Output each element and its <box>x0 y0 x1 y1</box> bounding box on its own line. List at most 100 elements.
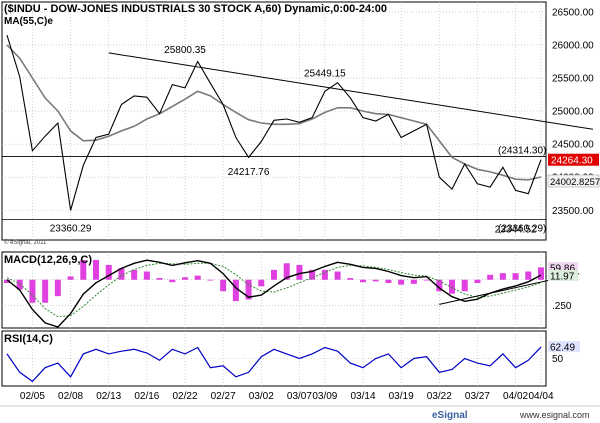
macd-histogram <box>4 260 544 303</box>
x-tick-label: 02/22 <box>172 391 197 402</box>
ma-legend: MA(55,C)e <box>4 16 53 27</box>
macd-histogram-bar <box>143 271 150 280</box>
x-tick-label: 03/09 <box>312 391 337 402</box>
macd-histogram-bar <box>29 279 36 303</box>
macd-signal-line <box>6 262 542 318</box>
macd-histogram-bar <box>296 264 303 280</box>
price-panel: (24314.30) (23360.29) 25800.35 25449.15 242… <box>1 1 600 246</box>
price-annotation: 24217.76 <box>228 167 270 178</box>
price-y-axis: 23500.0024000.0024500.0025000.0025500.00… <box>547 7 600 217</box>
x-tick-label: 02/05 <box>20 391 45 402</box>
price-level-label: (23360.29) <box>498 223 546 234</box>
macd-histogram-bar <box>461 279 468 292</box>
macd-histogram-bar <box>207 279 214 281</box>
x-axis: 02/05 02/08 02/13 02/16 02/22 02/27 03/02 03/07… <box>20 391 554 402</box>
macd-histogram-bar <box>360 279 366 283</box>
price-y-tick-label: 25500.00 <box>552 74 594 85</box>
price-y-tick-label: 26500.00 <box>552 7 594 18</box>
price-y-tick-label: 24500.00 <box>552 140 594 151</box>
rsi-value-box <box>548 341 580 353</box>
x-tick-label: 02/27 <box>211 391 236 402</box>
current-price-box <box>548 153 599 166</box>
x-tick-label: 03/02 <box>249 391 274 402</box>
copyright-text: © eSignal, 2011 <box>4 239 47 246</box>
macd-title: MACD(12,26,9,C) <box>4 254 92 266</box>
macd-histogram-bar <box>410 279 417 284</box>
esignal-logo: eSignal <box>432 410 468 421</box>
macd-histogram-bar <box>169 279 176 283</box>
macd-histogram-bar <box>423 279 430 281</box>
x-tick-label: 02/16 <box>134 391 159 402</box>
rsi-y-tick-label: 50 <box>552 354 564 365</box>
price-annotation: 23360.29 <box>50 223 92 234</box>
price-level-label: (24314.30) <box>498 145 546 156</box>
macd-histogram-bar <box>258 279 265 287</box>
macd-histogram-bar <box>220 279 227 292</box>
rsi-line <box>6 346 542 383</box>
macd-histogram-bar <box>4 279 10 284</box>
macd-histogram-bar <box>232 279 239 302</box>
macd-grid <box>2 252 546 328</box>
macd-histogram-bar <box>372 279 379 282</box>
ma-value-box <box>547 174 600 188</box>
macd-histogram-bar <box>512 273 519 280</box>
price-annotations: 25800.35 25449.15 24217.76 23360.29 23344.52 <box>50 45 537 235</box>
macd-histogram-bar <box>309 269 316 280</box>
x-tick-label: 02/08 <box>58 391 83 402</box>
x-tick-label: 03/27 <box>465 391 490 402</box>
macd-histogram-bar <box>118 268 125 280</box>
price-horizontal-levels: (24314.30) (23360.29) <box>2 145 546 234</box>
macd-histogram-bar <box>80 260 87 280</box>
macd-histogram-bar <box>54 279 61 297</box>
macd-histogram-bar <box>525 271 532 280</box>
rsi-value-label: 62.49 <box>550 343 575 354</box>
macd-histogram-bar <box>16 279 23 290</box>
price-title: ($INDU - DOW-JONES INDUSTRIALS 30 STOCK … <box>4 3 387 15</box>
x-tick-label: 04/04 <box>528 391 553 402</box>
macd-value-box <box>548 270 578 281</box>
macd-histogram-bar <box>131 269 138 280</box>
price-y-tick-label: 23500.00 <box>552 206 594 217</box>
ma-value-label: 24002.8257 <box>550 177 600 188</box>
macd-histogram-bar <box>436 279 443 292</box>
price-y-tick-label: 26000.00 <box>552 40 594 51</box>
x-tick-label: 03/14 <box>350 391 375 402</box>
macd-value-box <box>548 262 578 273</box>
macd-histogram-bar <box>283 263 290 280</box>
macd-histogram-bar <box>245 279 252 300</box>
macd-value-label: 59.86 <box>550 264 575 275</box>
macd-histogram-bar <box>42 279 49 303</box>
rsi-title: RSI(14,C) <box>4 333 53 345</box>
price-line <box>6 34 542 211</box>
macd-histogram-bar <box>347 278 354 280</box>
macd-histogram-bar <box>538 267 544 280</box>
macd-histogram-bar <box>449 279 455 294</box>
macd-histogram-bar <box>105 264 112 280</box>
price-trendline <box>108 52 594 130</box>
price-ma-line <box>6 44 542 181</box>
macd-histogram-bar <box>385 279 392 284</box>
macd-value-label: 11.97 <box>550 272 575 283</box>
current-price-label: 24264.30 <box>551 156 593 167</box>
price-panel-frame <box>1 1 547 241</box>
macd-histogram-bar <box>182 277 188 280</box>
macd-histogram-bar <box>487 274 494 280</box>
macd-y-tick-label: .250 <box>552 301 572 312</box>
x-tick-label: 04/02 <box>503 391 528 402</box>
macd-histogram-bar <box>321 269 328 280</box>
macd-histogram-bar <box>156 278 163 280</box>
macd-histogram-bar <box>499 273 506 280</box>
macd-line <box>6 259 542 328</box>
macd-histogram-bar <box>194 275 201 280</box>
price-annotation: 25800.35 <box>164 45 206 56</box>
x-tick-label: 02/13 <box>96 391 121 402</box>
website-text: www.esignal.com <box>519 410 590 420</box>
rsi-grid <box>2 331 546 386</box>
price-annotation: 25449.15 <box>304 68 346 79</box>
price-y-tick-label: 25000.00 <box>552 107 594 118</box>
